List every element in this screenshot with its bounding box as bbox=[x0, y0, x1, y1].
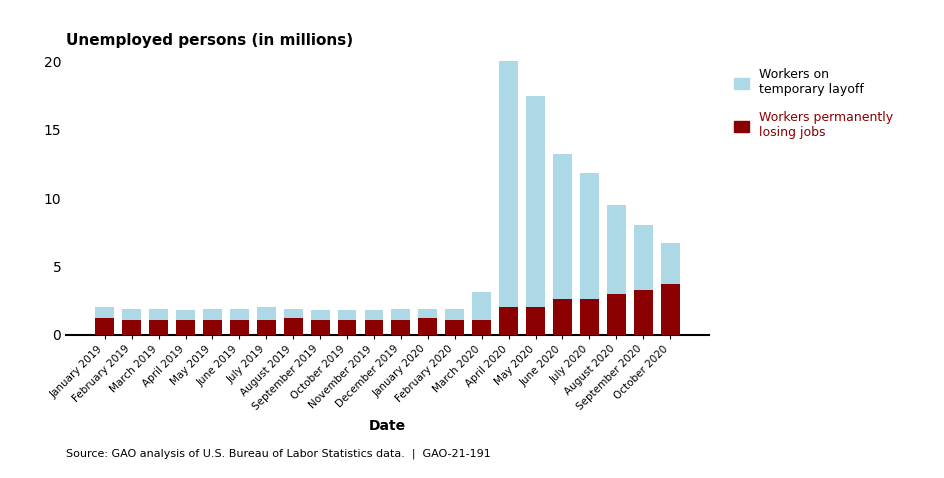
Bar bbox=[552, 154, 571, 299]
Bar bbox=[283, 309, 302, 318]
Bar bbox=[633, 290, 652, 335]
Bar bbox=[176, 320, 194, 335]
Bar bbox=[203, 320, 222, 335]
Bar bbox=[311, 310, 329, 320]
Bar bbox=[257, 320, 276, 335]
Bar bbox=[498, 307, 517, 335]
Bar bbox=[580, 174, 598, 299]
Bar bbox=[364, 320, 383, 335]
Bar bbox=[418, 318, 437, 335]
Bar bbox=[633, 225, 652, 290]
Bar bbox=[149, 309, 168, 320]
X-axis label: Date: Date bbox=[368, 419, 406, 434]
Bar bbox=[606, 205, 625, 293]
Bar bbox=[337, 320, 356, 335]
Bar bbox=[472, 320, 491, 335]
Bar bbox=[283, 318, 302, 335]
Text: Unemployed persons (in millions): Unemployed persons (in millions) bbox=[66, 33, 353, 48]
Bar bbox=[445, 309, 464, 320]
Legend: Workers on
temporary layoff, Workers permanently
losing jobs: Workers on temporary layoff, Workers per… bbox=[733, 68, 892, 140]
Bar bbox=[122, 320, 141, 335]
Bar bbox=[229, 320, 248, 335]
Bar bbox=[606, 293, 625, 335]
Bar bbox=[95, 318, 114, 335]
Bar bbox=[580, 299, 598, 335]
Bar bbox=[526, 96, 545, 307]
Bar bbox=[149, 320, 168, 335]
Bar bbox=[311, 320, 329, 335]
Bar bbox=[122, 309, 141, 320]
Bar bbox=[445, 320, 464, 335]
Bar bbox=[526, 307, 545, 335]
Bar bbox=[337, 310, 356, 320]
Bar bbox=[364, 310, 383, 320]
Text: Source: GAO analysis of U.S. Bureau of Labor Statistics data.  |  GAO-21-191: Source: GAO analysis of U.S. Bureau of L… bbox=[66, 448, 490, 459]
Bar bbox=[660, 243, 679, 284]
Bar bbox=[391, 320, 410, 335]
Bar bbox=[552, 299, 571, 335]
Bar bbox=[498, 62, 517, 307]
Bar bbox=[418, 309, 437, 318]
Bar bbox=[391, 309, 410, 320]
Bar bbox=[176, 310, 194, 320]
Bar bbox=[660, 284, 679, 335]
Bar bbox=[203, 309, 222, 320]
Bar bbox=[472, 292, 491, 320]
Bar bbox=[95, 307, 114, 318]
Bar bbox=[229, 309, 248, 320]
Bar bbox=[257, 307, 276, 320]
